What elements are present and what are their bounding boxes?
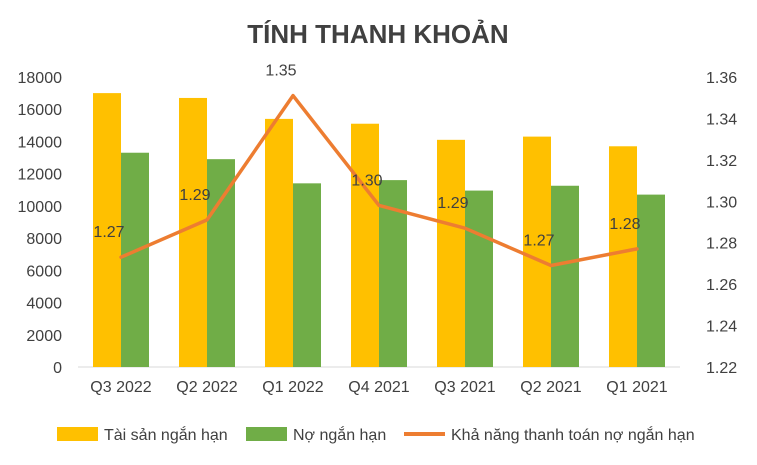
data-label-current-ratio: 1.29 — [437, 195, 468, 212]
legend-swatch-current-liabilities — [246, 427, 287, 441]
legend-swatch-current-assets — [57, 427, 98, 441]
y-right-tick-label: 1.28 — [706, 236, 737, 253]
y-left-tick-label: 12000 — [18, 167, 63, 184]
y-right-tick-label: 1.32 — [706, 153, 737, 170]
data-label-current-ratio: 1.29 — [179, 187, 210, 204]
x-tick-label: Q4 2021 — [348, 379, 409, 396]
y-right-tick-label: 1.26 — [706, 277, 737, 294]
bar-current-assets — [93, 93, 121, 367]
y-left-tick-label: 8000 — [26, 231, 62, 248]
y-right-tick-label: 1.22 — [706, 360, 737, 377]
bar-current-liabilities — [637, 194, 665, 367]
plot-area: 0 2000 4000 6000 8000 10000 12000 14000 16000 180… — [18, 63, 738, 396]
y-right-tick-label: 1.34 — [706, 111, 737, 128]
bar-current-liabilities — [465, 190, 493, 367]
x-tick-label: Q2 2022 — [176, 379, 237, 396]
data-label-current-ratio: 1.30 — [351, 172, 382, 189]
bar-current-liabilities — [121, 152, 149, 367]
y-left-tick-label: 4000 — [26, 296, 62, 313]
legend-label-current-liabilities: Nợ ngắn hạn — [293, 425, 386, 444]
y-left-tick-label: 14000 — [18, 134, 63, 151]
data-label-current-ratio: 1.27 — [523, 233, 554, 250]
data-label-current-ratio: 1.35 — [265, 63, 296, 80]
y-left-tick-label: 16000 — [18, 102, 63, 119]
bar-current-assets — [265, 118, 293, 367]
y-right-tick-label: 1.30 — [706, 194, 737, 211]
legend: Tài sản ngắn hạn Nợ ngắn hạn Khả năng th… — [57, 425, 695, 444]
data-label-current-ratio: 1.27 — [93, 224, 124, 241]
y-left-tick-label: 10000 — [18, 199, 63, 216]
x-tick-label: Q3 2022 — [90, 379, 151, 396]
bar-current-assets — [179, 97, 207, 367]
x-tick-label: Q1 2021 — [606, 379, 667, 396]
y-right-tick-label: 1.24 — [706, 319, 737, 336]
legend-label-current-ratio: Khả năng thanh toán nợ ngắn hạn — [451, 425, 695, 444]
x-tick-label: Q3 2021 — [434, 379, 495, 396]
data-label-current-ratio: 1.28 — [609, 216, 640, 233]
bar-current-assets — [609, 146, 637, 367]
line-current-ratio — [119, 93, 639, 268]
x-tick-label: Q2 2021 — [520, 379, 581, 396]
bar-current-assets — [437, 139, 465, 367]
y-right-tick-label: 1.36 — [706, 70, 737, 87]
bar-current-liabilities — [293, 183, 321, 367]
legend-label-current-assets: Tài sản ngắn hạn — [104, 425, 228, 444]
y-left-tick-label: 2000 — [26, 328, 62, 345]
chart-title: TÍNH THANH KHOẢN — [247, 19, 508, 49]
y-left-tick-label: 18000 — [18, 70, 63, 87]
bar-current-assets — [351, 123, 379, 367]
bar-current-liabilities — [207, 159, 235, 367]
y-left-tick-label: 0 — [53, 360, 62, 377]
y-left-tick-label: 6000 — [26, 263, 62, 280]
bar-current-assets — [523, 136, 551, 367]
x-tick-label: Q1 2022 — [262, 379, 323, 396]
bar-current-liabilities — [551, 185, 579, 367]
